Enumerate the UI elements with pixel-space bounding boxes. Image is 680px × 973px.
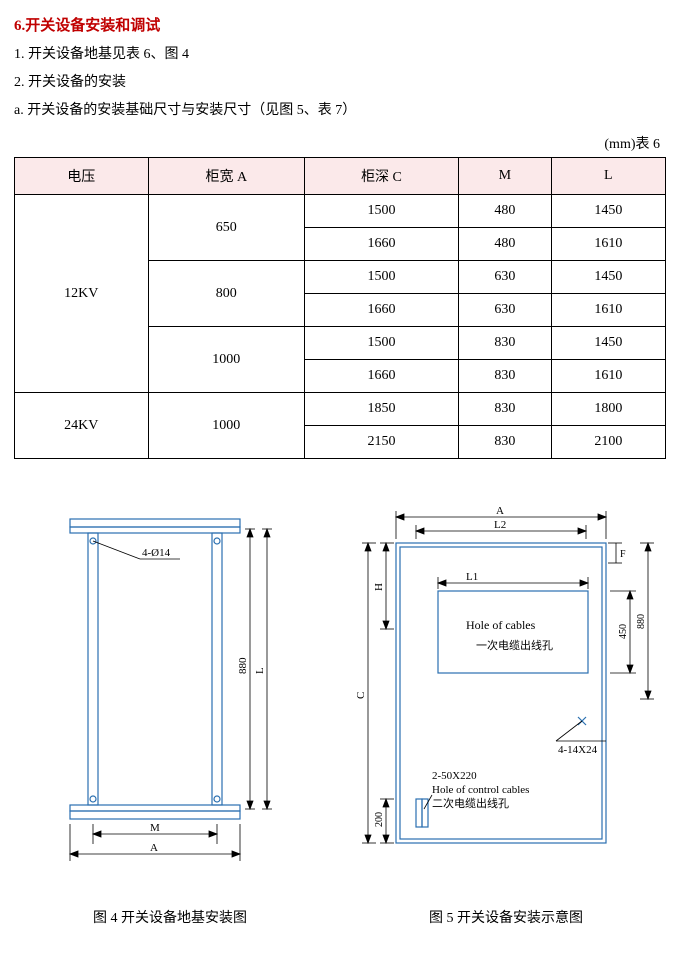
cell-m: 830 <box>458 426 551 459</box>
cell-m: 630 <box>458 261 551 294</box>
fig4-dim-m: M <box>150 822 160 834</box>
cell-m: 480 <box>458 228 551 261</box>
figure-5-caption: 图 5 开关设备安装示意图 <box>429 907 583 927</box>
cell-l: 1800 <box>551 393 665 426</box>
cell-m: 830 <box>458 360 551 393</box>
fig5-ctrl-en: Hole of control cables <box>432 784 529 796</box>
cell-m: 480 <box>458 195 551 228</box>
cell-l: 1450 <box>551 327 665 360</box>
fig5-dim-450: 450 <box>618 624 629 639</box>
fig5-dim-c: C <box>355 692 367 699</box>
cell-c: 1660 <box>304 360 458 393</box>
fig5-dim-880: 880 <box>636 614 647 629</box>
cell-l: 1450 <box>551 195 665 228</box>
fig5-dim-l1: L1 <box>466 571 478 583</box>
cell-voltage: 24KV <box>15 393 149 459</box>
figure-5: A L2 L1 F <box>346 499 666 927</box>
cell-voltage: 12KV <box>15 195 149 393</box>
cell-c: 2150 <box>304 426 458 459</box>
fig5-hole-cables-cn: 一次电缆出线孔 <box>476 638 553 652</box>
table-unit-label: (mm)表 6 <box>14 133 660 153</box>
cell-m: 830 <box>458 327 551 360</box>
paragraph-2: 2. 开关设备的安装 <box>14 71 666 91</box>
cell-l: 1610 <box>551 228 665 261</box>
dimension-table: 电压 柜宽 A 柜深 C M L 12KV6501500480145016604… <box>14 157 666 459</box>
cell-l: 1450 <box>551 261 665 294</box>
cell-c: 1660 <box>304 228 458 261</box>
cell-width-a: 1000 <box>148 393 304 459</box>
figure-4-svg: 4-Ø14 880 L <box>40 499 300 879</box>
fig4-label-holes: 4-Ø14 <box>142 547 171 559</box>
cell-m: 630 <box>458 294 551 327</box>
fig5-label-4-14x24: 4-14X24 <box>558 744 598 756</box>
cell-width-a: 800 <box>148 261 304 327</box>
cell-c: 1660 <box>304 294 458 327</box>
th-width-a: 柜宽 A <box>148 158 304 195</box>
fig5-ctrl-cn: 二次电缆出线孔 <box>432 796 509 810</box>
table-body: 12KV650150048014501660480161080015006301… <box>15 195 666 459</box>
th-l: L <box>551 158 665 195</box>
cell-c: 1850 <box>304 393 458 426</box>
th-depth-c: 柜深 C <box>304 158 458 195</box>
figure-4-caption: 图 4 开关设备地基安装图 <box>93 907 247 927</box>
cell-l: 2100 <box>551 426 665 459</box>
table-row: 12KV65015004801450 <box>15 195 666 228</box>
fig5-hole-cables-en: Hole of cables <box>466 618 536 632</box>
cell-c: 1500 <box>304 195 458 228</box>
fig5-dim-a: A <box>496 505 504 517</box>
th-m: M <box>458 158 551 195</box>
cell-l: 1610 <box>551 360 665 393</box>
table-row: 24KV100018508301800 <box>15 393 666 426</box>
section-title: 6.开关设备安装和调试 <box>14 14 666 35</box>
fig5-dim-h: H <box>373 583 385 591</box>
figure-4: 4-Ø14 880 L <box>14 499 326 927</box>
fig5-dim-l2: L2 <box>494 519 506 531</box>
cell-m: 830 <box>458 393 551 426</box>
fig4-dim-880: 880 <box>237 657 249 674</box>
fig4-dim-l: L <box>254 667 266 674</box>
cell-l: 1610 <box>551 294 665 327</box>
fig5-dim-f: F <box>620 549 626 560</box>
th-voltage: 电压 <box>15 158 149 195</box>
paragraph-1: 1. 开关设备地基见表 6、图 4 <box>14 43 666 63</box>
fig5-label-2-50x220: 2-50X220 <box>432 770 477 782</box>
paragraph-3: a. 开关设备的安装基础尺寸与安装尺寸（见图 5、表 7） <box>14 99 666 119</box>
fig5-dim-200: 200 <box>374 812 385 827</box>
figure-5-svg: A L2 L1 F <box>346 499 666 879</box>
fig4-dim-a: A <box>150 842 158 854</box>
cell-c: 1500 <box>304 261 458 294</box>
cell-c: 1500 <box>304 327 458 360</box>
cell-width-a: 650 <box>148 195 304 261</box>
cell-width-a: 1000 <box>148 327 304 393</box>
